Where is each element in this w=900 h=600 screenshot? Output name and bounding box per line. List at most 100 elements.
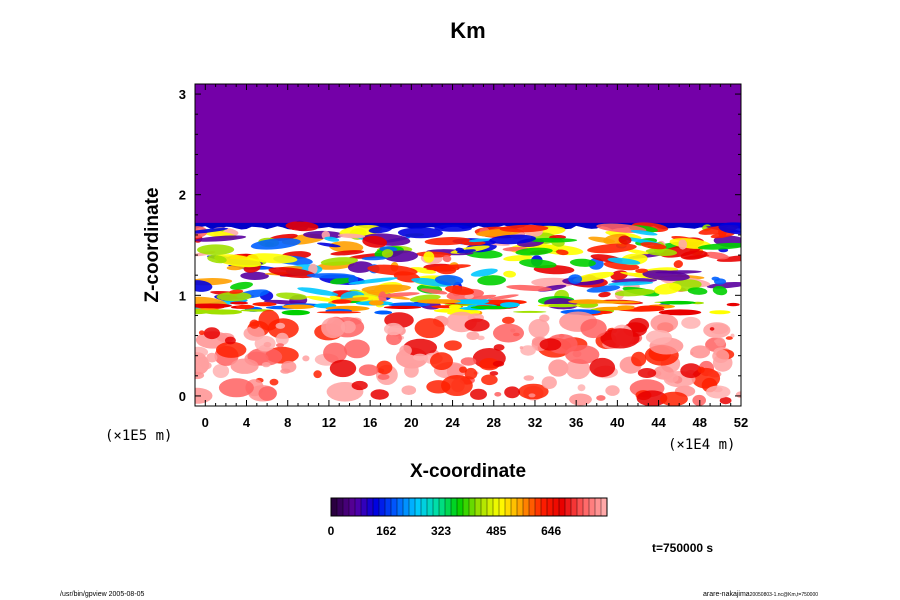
field-streak <box>282 310 310 315</box>
field-patch-lower <box>461 357 477 365</box>
field-streak <box>187 304 232 309</box>
field-streak <box>660 301 696 305</box>
field-patch-lower <box>529 319 550 338</box>
field-patch-lower <box>404 363 419 377</box>
field-patch-lower <box>384 323 403 335</box>
field-patch-lower <box>548 359 568 376</box>
colorbar-cell <box>559 498 565 516</box>
colorbar-cell <box>583 498 589 516</box>
field-streak <box>513 311 546 313</box>
colorbar-ticks: 0 162 323 485 646 <box>328 524 562 538</box>
field-streak <box>417 299 461 304</box>
field-streak <box>230 302 248 305</box>
colorbar-cell <box>379 498 385 516</box>
x-tick-label: 48 <box>693 415 707 430</box>
field-streak <box>369 300 384 305</box>
field-patch-lower <box>646 330 672 344</box>
field-streak <box>500 302 520 307</box>
x-tick-label: 4 <box>243 415 251 430</box>
field-patch-lower <box>188 352 207 365</box>
colorbar-cell <box>481 498 487 516</box>
footer-left: /usr/bin/gpview 2005-08-05 <box>60 591 145 598</box>
field-patch-lower <box>600 328 639 348</box>
field-patch-lower <box>494 392 501 397</box>
colorbar-cell <box>469 498 475 516</box>
field-patch-lower <box>276 333 289 345</box>
colorbar-tick-label: 0 <box>328 524 335 538</box>
colorbar-cell <box>361 498 367 516</box>
x-tick-label: 28 <box>487 415 501 430</box>
field-patch-lower <box>371 389 389 399</box>
field-streak <box>449 305 462 310</box>
colorbar-cell <box>337 498 343 516</box>
field-patch-lower <box>376 361 392 375</box>
field-patch-lower <box>651 314 679 332</box>
x-tick-label: 16 <box>363 415 377 430</box>
field-patch-lower <box>262 362 271 367</box>
colorbar-cell <box>505 498 511 516</box>
y-axis-label: Z-coordinate <box>142 187 163 302</box>
colorbar-cell <box>535 498 541 516</box>
field-streak <box>332 299 352 303</box>
colorbar-cell <box>499 498 505 516</box>
colorbar <box>331 498 607 516</box>
x-tick-label: 32 <box>528 415 542 430</box>
field-patch-lower <box>529 393 536 397</box>
field-streak <box>182 309 209 314</box>
field-patch-lower <box>444 340 462 350</box>
field-patch-lower <box>330 360 356 377</box>
field-patch-lower <box>413 354 427 361</box>
field-patch-lower <box>402 385 417 395</box>
field-patch-lower <box>524 375 535 381</box>
field-streak <box>374 311 392 315</box>
y-tick-label: 0 <box>179 389 186 404</box>
field-patch-lower <box>359 364 379 376</box>
upper-layer <box>195 84 741 225</box>
colorbar-cell <box>421 498 427 516</box>
field-patch-lower <box>596 395 605 401</box>
x-axis-label: X-coordinate <box>410 461 526 482</box>
colorbar-cell <box>565 498 571 516</box>
field-patch-lower <box>378 374 390 380</box>
field-patch-lower <box>638 368 656 378</box>
colorbar-tick-label: 485 <box>486 524 506 538</box>
field-patch-lower <box>344 340 370 359</box>
field-patch-lower <box>578 384 586 391</box>
field-patch-lower <box>542 376 557 389</box>
colorbar-cell <box>397 498 403 516</box>
colorbar-tick-label: 162 <box>376 524 396 538</box>
chart-title: Km <box>450 18 485 43</box>
colorbar-cell <box>463 498 469 516</box>
colorbar-cell <box>589 498 595 516</box>
colorbar-cell <box>439 498 445 516</box>
colorbar-cell <box>343 498 349 516</box>
field-streak <box>549 304 577 307</box>
colorbar-cell <box>571 498 577 516</box>
field-patch-lower <box>231 359 259 374</box>
field-patch-lower <box>690 345 710 358</box>
field-patch-lower <box>276 343 284 347</box>
x-tick-label: 0 <box>202 415 209 430</box>
x-tick-label: 8 <box>284 415 291 430</box>
y-tick-label: 3 <box>179 87 186 102</box>
field-patch-lower <box>726 336 733 340</box>
field-patch-lower <box>249 320 259 329</box>
field-patch-lower <box>441 375 473 396</box>
colorbar-cell <box>595 498 601 516</box>
field-streak <box>727 303 740 306</box>
field-patch-lower <box>204 327 220 339</box>
time-label: t=750000 s <box>652 541 713 555</box>
field-patch-lower <box>631 352 646 367</box>
field-patch-lower <box>302 355 309 361</box>
field-patch-lower <box>270 379 279 386</box>
x-tick-label: 20 <box>404 415 418 430</box>
colorbar-cell <box>355 498 361 516</box>
field-patch-lower <box>539 315 549 322</box>
colorbar-cell <box>445 498 451 516</box>
field-streak <box>236 305 254 309</box>
field-patch-lower <box>477 336 485 341</box>
colorbar-cell <box>427 498 433 516</box>
field-patch-lower <box>605 385 619 396</box>
colorbar-cell <box>433 498 439 516</box>
